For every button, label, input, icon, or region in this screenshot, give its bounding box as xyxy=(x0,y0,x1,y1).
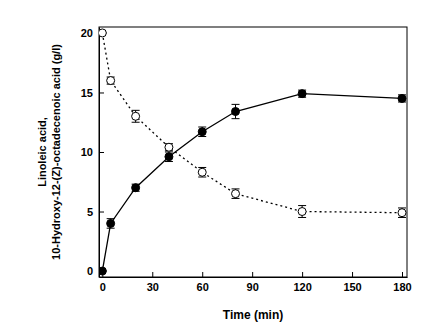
point xyxy=(132,184,140,192)
y-axis-title: Linoleic acid, xyxy=(36,117,48,187)
error-bar xyxy=(198,127,206,137)
point xyxy=(298,90,306,98)
plot: 0 30 60 90 120 150 180 0 5 10 15 20 xyxy=(81,27,412,293)
error-bar xyxy=(398,208,406,218)
error-bar xyxy=(132,184,140,191)
y-tick-label: 10 xyxy=(81,146,93,158)
y-tick-mark xyxy=(99,152,104,153)
error-bar xyxy=(298,206,306,218)
x-tick-mark xyxy=(302,272,303,277)
y-axis-title: 10-Hydroxy-12-(Z)-octadecenoic acid (g/l… xyxy=(50,44,62,260)
x-tick-mark xyxy=(252,272,253,277)
x-tick-label: 150 xyxy=(343,281,361,293)
x-tick-mark xyxy=(352,272,353,277)
point xyxy=(165,153,173,161)
error-bar xyxy=(198,167,206,177)
y-tick: 10 xyxy=(81,146,104,158)
plot-frame xyxy=(99,27,407,277)
error-bar xyxy=(298,90,306,97)
chart: 0 30 60 90 120 150 180 0 5 10 15 20 Time (min) Linole… xyxy=(0,0,431,335)
y-tick-label: 20 xyxy=(81,27,93,39)
point xyxy=(132,112,140,120)
y-tick-label: 15 xyxy=(81,86,93,98)
point xyxy=(398,94,406,102)
y-tick-mark xyxy=(99,212,104,213)
x-tick-label: 30 xyxy=(147,281,159,293)
x-tick-label: 0 xyxy=(100,281,106,293)
error-bar xyxy=(232,104,240,118)
error-bar xyxy=(165,152,173,162)
point xyxy=(99,29,106,37)
x-tick: 150 xyxy=(343,272,361,293)
x-axis-line xyxy=(100,277,408,278)
x-tick: 60 xyxy=(197,272,209,293)
error-bar xyxy=(232,189,240,199)
x-tick: 90 xyxy=(247,272,259,293)
x-tick-label: 60 xyxy=(197,281,209,293)
point xyxy=(232,108,240,116)
y-axis: 0 5 10 15 20 xyxy=(81,27,104,278)
x-tick: 120 xyxy=(293,272,311,293)
x-axis: 0 30 60 90 120 150 180 xyxy=(100,272,412,293)
y-tick-label: 0 xyxy=(87,265,93,277)
point xyxy=(398,209,406,217)
y-tick: 5 xyxy=(87,206,104,218)
error-bar xyxy=(165,144,173,151)
point xyxy=(99,267,106,275)
y-tick: 15 xyxy=(81,86,104,98)
x-tick-mark xyxy=(202,272,203,277)
x-tick-label: 120 xyxy=(293,281,311,293)
point xyxy=(198,128,206,136)
error-bar xyxy=(107,77,115,84)
point xyxy=(298,208,306,216)
point xyxy=(107,219,115,227)
x-tick-label: 180 xyxy=(393,281,411,293)
x-tick: 180 xyxy=(393,272,411,293)
x-tick-label: 90 xyxy=(247,281,259,293)
x-tick-mark xyxy=(402,272,403,277)
x-tick-mark xyxy=(152,272,153,277)
error-bar xyxy=(107,219,115,229)
y-tick-label: 5 xyxy=(87,206,93,218)
point xyxy=(165,143,173,151)
error-bar xyxy=(132,110,140,122)
series-line xyxy=(102,94,402,271)
point xyxy=(198,168,206,176)
error-bar xyxy=(398,95,406,102)
series-line xyxy=(102,33,402,213)
y-tick-mark xyxy=(99,92,104,93)
x-tick: 30 xyxy=(147,272,159,293)
point xyxy=(107,77,115,85)
point xyxy=(232,190,240,198)
x-axis-title: Time (min) xyxy=(223,308,283,322)
marks xyxy=(99,29,406,275)
